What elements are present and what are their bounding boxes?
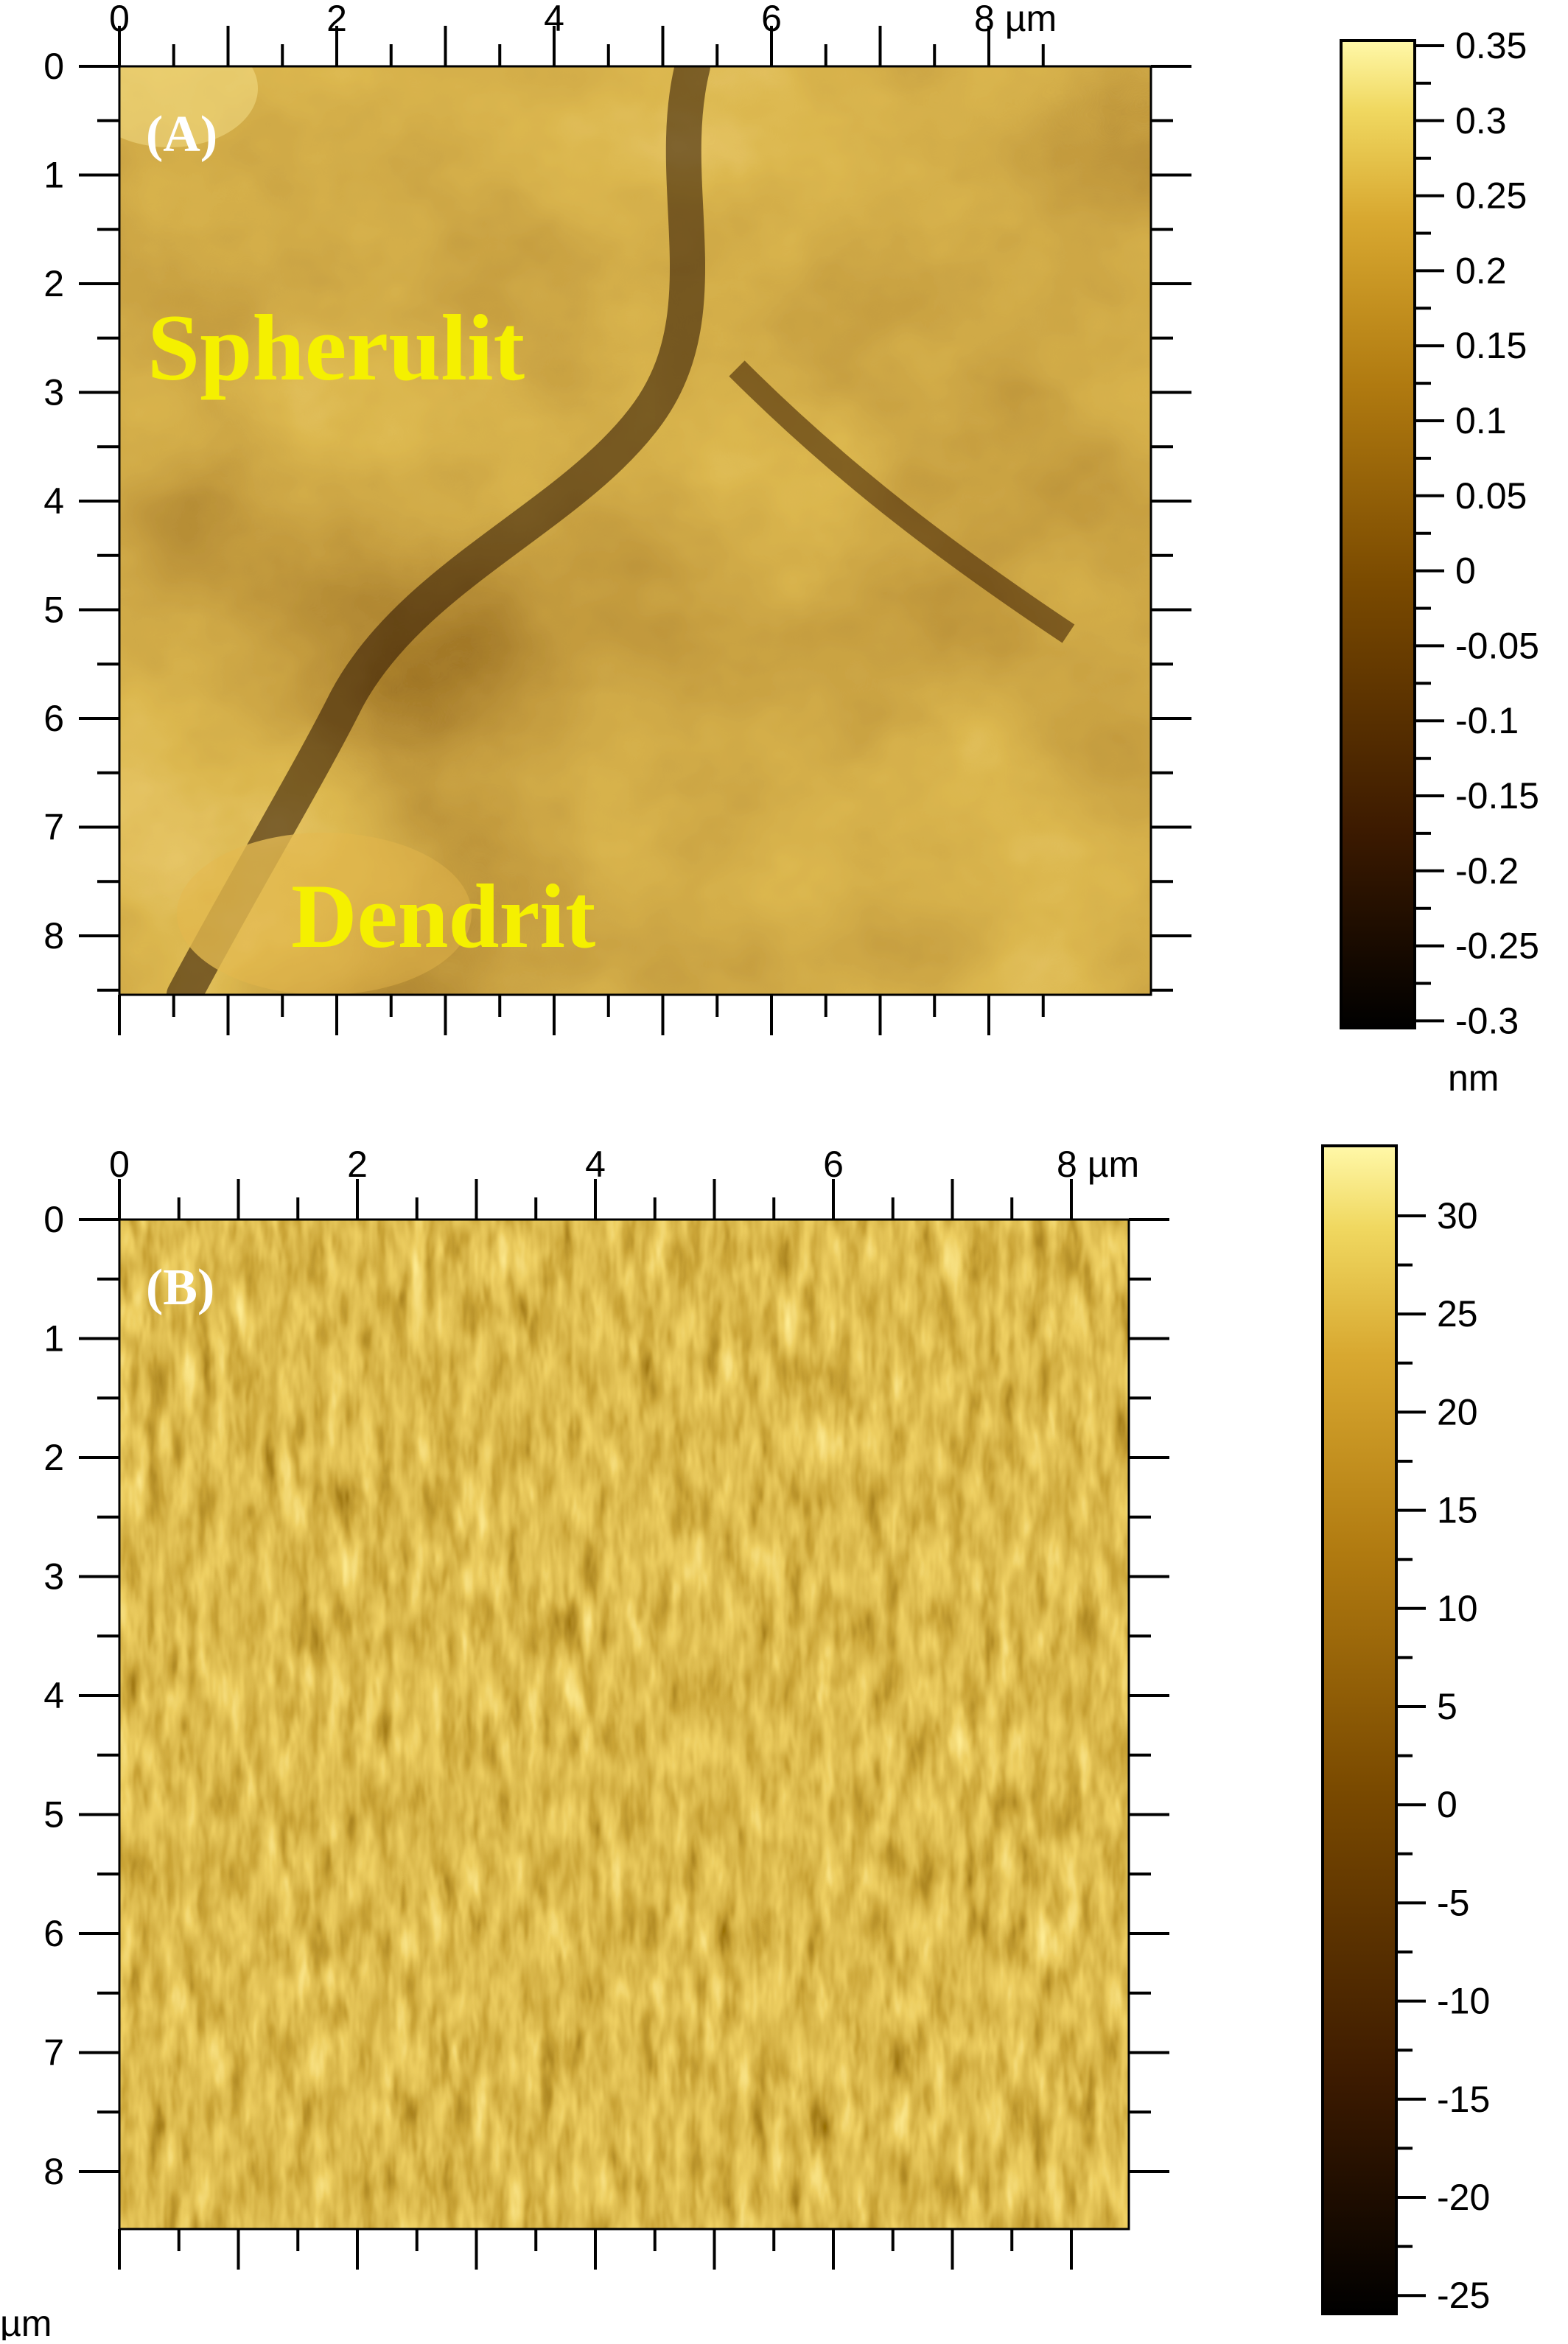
y-tick-label: 4 bbox=[43, 1675, 64, 1716]
colorbar-tick-label: 0.3 bbox=[1455, 100, 1507, 141]
y-tick-label: 7 bbox=[43, 807, 64, 848]
y-tick-label: 5 bbox=[43, 1794, 64, 1836]
panel-label-b: (B) bbox=[146, 1259, 214, 1316]
y-unit-b: µm bbox=[0, 2303, 52, 2340]
colorbar-tick-label: -0.2 bbox=[1455, 850, 1519, 892]
y-tick-label: 5 bbox=[43, 590, 64, 631]
colorbar-a: 0.35 0.3 0.25 0.2 0.15 0.1 0.05 0 -0.05 -0.1 -0.15… bbox=[1340, 25, 1539, 1099]
colorbar-a-unit: nm bbox=[1448, 1057, 1499, 1099]
x-tick-label: 6 bbox=[823, 1144, 844, 1185]
y-tick-label: 6 bbox=[43, 1913, 64, 1954]
colorbar-tick-label: 0 bbox=[1437, 1784, 1457, 1825]
colorbar-tick-label: 0.05 bbox=[1455, 475, 1527, 517]
colorbar-tick-label: 0.15 bbox=[1455, 325, 1527, 366]
y-tick-label: 1 bbox=[43, 1318, 64, 1360]
colorbar-tick-label: -0.3 bbox=[1455, 1000, 1519, 1041]
x-tick-label: 4 bbox=[585, 1144, 606, 1185]
colorbar-tick-label: 0.25 bbox=[1455, 175, 1527, 217]
colorbar-tick-label: -15 bbox=[1437, 2079, 1490, 2120]
colorbar-tick-label: -10 bbox=[1437, 1981, 1490, 2022]
y-tick-label: 2 bbox=[43, 1437, 64, 1478]
colorbar-tick-label: 0 bbox=[1455, 550, 1476, 592]
y-tick-label: 1 bbox=[43, 155, 64, 196]
colorbar-tick-label: -5 bbox=[1437, 1882, 1469, 1923]
annotation-spherulit: Spherulit bbox=[147, 295, 525, 400]
x-tick-label: 8 µm bbox=[1057, 1144, 1139, 1185]
colorbar-a-gradient bbox=[1340, 39, 1416, 1029]
y-tick-label: 2 bbox=[43, 263, 64, 304]
y-tick-label: 8 bbox=[43, 2151, 64, 2192]
colorbar-tick-label: -0.25 bbox=[1455, 926, 1539, 967]
x-tick-label: 8 µm bbox=[974, 0, 1057, 39]
y-tick-label: 3 bbox=[43, 1556, 64, 1598]
y-tick-label: 3 bbox=[43, 372, 64, 413]
axes-b: 0 1 2 3 4 5 6 7 8 0 2 4 6 8 µm bbox=[43, 1144, 1169, 2270]
colorbar-tick-label: 10 bbox=[1437, 1588, 1478, 1629]
colorbar-tick-label: 0.1 bbox=[1455, 400, 1507, 441]
panel-b: (B) 0 1 2 3 4 5 6 7 8 0 2 4 6 8 µm µm 30 25 20 15 10 5 0 -5 -… bbox=[0, 1144, 1490, 2344]
annotation-dendrit: Dendrit bbox=[291, 866, 595, 967]
colorbar-tick-label: 30 bbox=[1437, 1195, 1478, 1236]
y-tick-label: 0 bbox=[43, 46, 64, 87]
afm-image-a bbox=[119, 66, 1151, 995]
x-tick-label: 2 bbox=[347, 1144, 368, 1185]
y-tick-label: 0 bbox=[43, 1199, 64, 1240]
panel-label-a: (A) bbox=[146, 106, 217, 163]
colorbar-b: 30 25 20 15 10 5 0 -5 -10 -15 -20 -25 bbox=[1321, 1144, 1490, 2316]
colorbar-tick-label: 0.35 bbox=[1455, 25, 1527, 66]
afm-image-b bbox=[119, 1220, 1129, 2229]
colorbar-b-gradient bbox=[1321, 1144, 1398, 2315]
colorbar-tick-label: 25 bbox=[1437, 1293, 1478, 1334]
y-tick-label: 7 bbox=[43, 2032, 64, 2074]
colorbar-tick-label: -20 bbox=[1437, 2177, 1490, 2218]
colorbar-tick-label: 20 bbox=[1437, 1391, 1478, 1432]
colorbar-tick-label: -0.05 bbox=[1455, 625, 1539, 666]
colorbar-tick-label: 0.2 bbox=[1455, 250, 1507, 291]
colorbar-tick-label: 15 bbox=[1437, 1490, 1478, 1531]
colorbar-tick-label: 5 bbox=[1437, 1686, 1457, 1727]
y-tick-label: 6 bbox=[43, 698, 64, 739]
x-tick-label: 0 bbox=[109, 1144, 130, 1185]
colorbar-tick-label: -0.1 bbox=[1455, 700, 1519, 741]
colorbar-tick-label: -25 bbox=[1437, 2275, 1490, 2316]
y-tick-label: 8 bbox=[43, 915, 64, 956]
colorbar-tick-label: -0.15 bbox=[1455, 775, 1539, 816]
y-tick-label: 4 bbox=[43, 480, 64, 522]
